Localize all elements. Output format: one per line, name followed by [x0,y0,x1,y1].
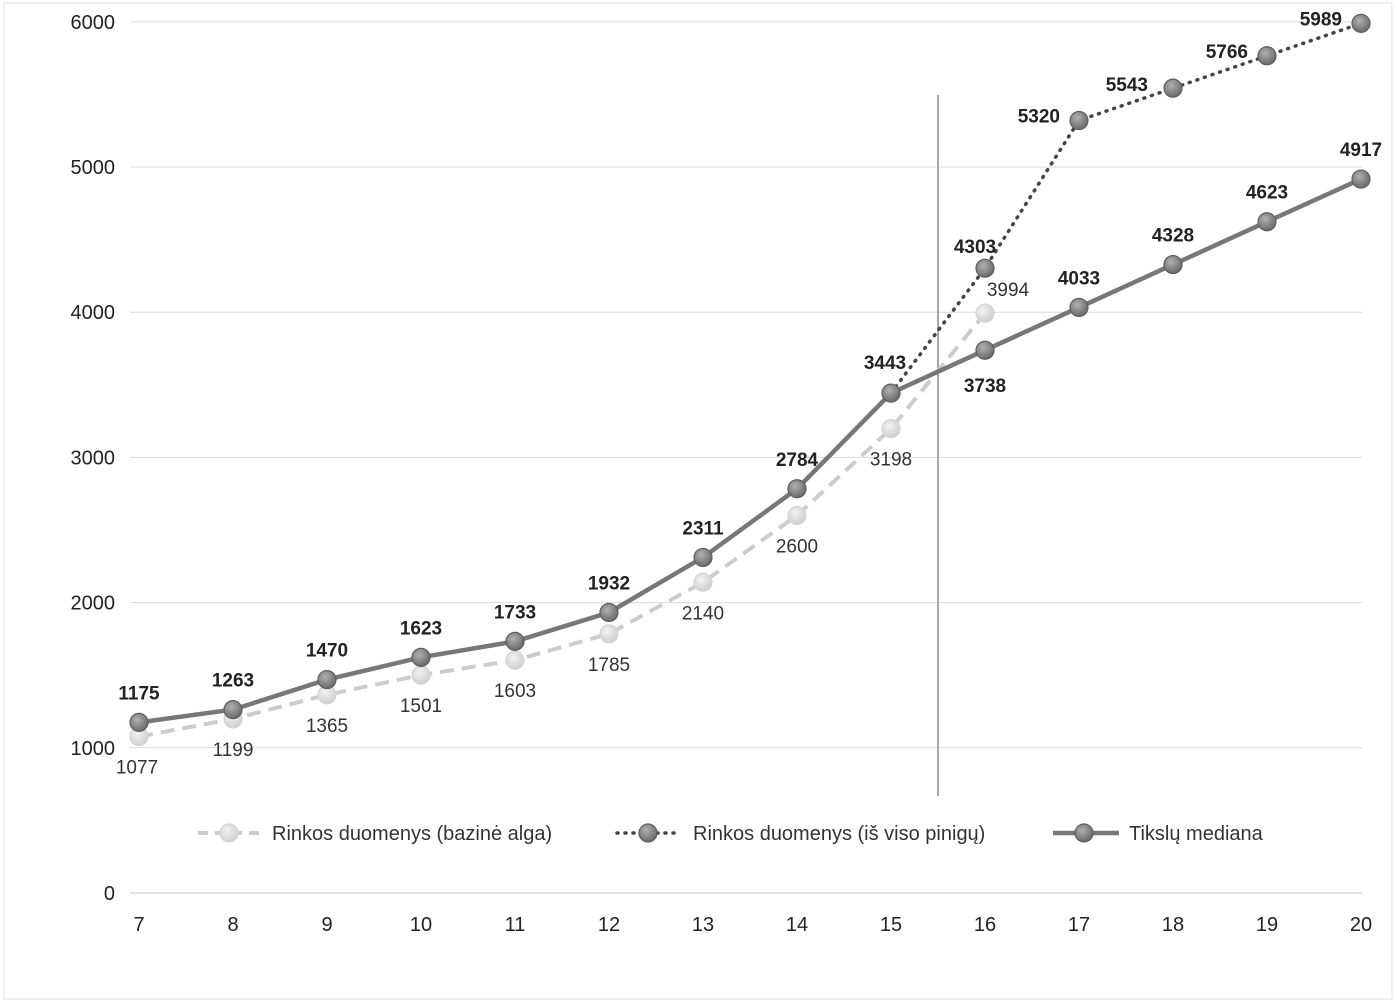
y-tick-label: 1000 [71,738,116,760]
series-2 [129,169,1371,732]
data-label: 1603 [494,681,536,702]
data-label: 3994 [987,280,1030,301]
legend-marker [1074,823,1094,843]
data-point [1351,13,1371,33]
x-tick-label: 9 [321,914,332,936]
data-label: 4033 [1058,268,1100,289]
legend-item-2: Tikslų mediana [1053,823,1264,845]
data-label: 1365 [306,716,348,737]
data-point [1163,254,1183,275]
y-tick-label: 6000 [71,12,116,34]
data-point [1069,110,1089,131]
data-label: 1077 [116,758,158,779]
data-label: 2784 [776,450,819,471]
x-tick-label: 10 [410,914,432,936]
y-tick-label: 3000 [71,447,116,469]
legend-item-1: Rinkos duomenys (iš viso pinigų) [615,823,985,845]
data-point [1257,46,1277,66]
y-tick-label: 5000 [71,157,116,179]
x-tick-label: 13 [692,914,714,936]
legend-marker [219,823,239,843]
y-tick-label: 4000 [71,302,116,324]
series-line [138,311,987,739]
legend-marker [638,823,658,843]
data-point [599,602,619,623]
legend-label: Rinkos duomenys (iš viso pinigų) [693,823,985,845]
chart-border [3,2,1393,1000]
data-label: 1623 [400,618,442,639]
x-tick-label: 20 [1350,914,1372,936]
data-label: 5766 [1206,42,1248,63]
data-point [975,303,995,323]
legend-item-0: Rinkos duomenys (bazinė alga) [198,823,552,845]
data-point [505,631,525,651]
series-line [138,177,1362,725]
series-group [129,13,1371,747]
data-point [223,700,243,720]
data-label: 1785 [588,655,630,676]
data-label: 3738 [964,376,1006,397]
axes: 0 1000 2000 3000 4000 5000 6000 7 8 9 10 11 12 13 14 15… [71,12,1373,936]
legend: Rinkos duomenys (bazinė alga) Rinkos duom… [198,823,1264,845]
x-tick-label: 7 [133,914,144,936]
data-label: 3443 [864,353,906,374]
data-label: 1733 [494,602,536,623]
x-tick-label: 14 [786,914,808,936]
data-label: 1199 [213,740,254,761]
legend-label: Tikslų mediana [1129,823,1264,845]
data-label: 4917 [1340,140,1382,161]
data-point [1257,212,1277,232]
series-1 [889,13,1371,395]
data-point [411,665,431,685]
data-label: 1470 [306,641,348,662]
y-tick-label: 2000 [71,593,116,615]
gridlines [130,21,1362,894]
data-point [505,650,525,670]
data-point [599,624,619,644]
series-0 [129,303,995,747]
legend-label: Rinkos duomenys (bazinė alga) [272,823,552,845]
data-label: 2140 [682,603,724,624]
x-tick-label: 16 [974,914,996,936]
data-point [1351,169,1371,189]
x-tick-label: 17 [1068,914,1090,936]
data-point [881,383,901,403]
y-tick-label: 0 [104,883,115,905]
data-point [411,647,431,667]
data-label: 4328 [1152,226,1194,247]
data-labels: 1077 1199 1365 1501 1603 1785 2140 2600 3198 3994… [116,9,1382,778]
data-label: 1501 [400,696,442,717]
x-tick-label: 15 [880,914,902,936]
data-point [129,712,149,732]
data-point [975,258,995,278]
data-label: 5543 [1106,75,1148,96]
data-label: 1175 [118,683,160,704]
data-label: 5989 [1300,9,1342,30]
data-point [317,669,337,690]
data-label: 4623 [1246,183,1288,204]
data-point [975,340,995,360]
data-label: 5320 [1018,107,1060,128]
x-tick-label: 8 [227,914,238,936]
data-point [787,505,807,526]
data-point [1069,297,1089,318]
data-point [693,572,713,592]
data-label: 1932 [588,573,630,594]
data-label: 3198 [870,450,912,471]
x-tick-label: 19 [1256,914,1278,936]
series-line [889,21,1363,395]
x-tick-label: 12 [598,914,620,936]
x-tick-label: 11 [505,914,526,936]
data-label: 2311 [682,518,724,539]
data-point [787,479,807,499]
data-point [1163,78,1183,98]
data-point [693,547,713,568]
x-tick-label: 18 [1162,914,1184,936]
data-label: 1263 [212,671,254,692]
data-label: 4303 [954,237,996,258]
data-label: 2600 [776,536,818,557]
data-point [881,419,901,439]
